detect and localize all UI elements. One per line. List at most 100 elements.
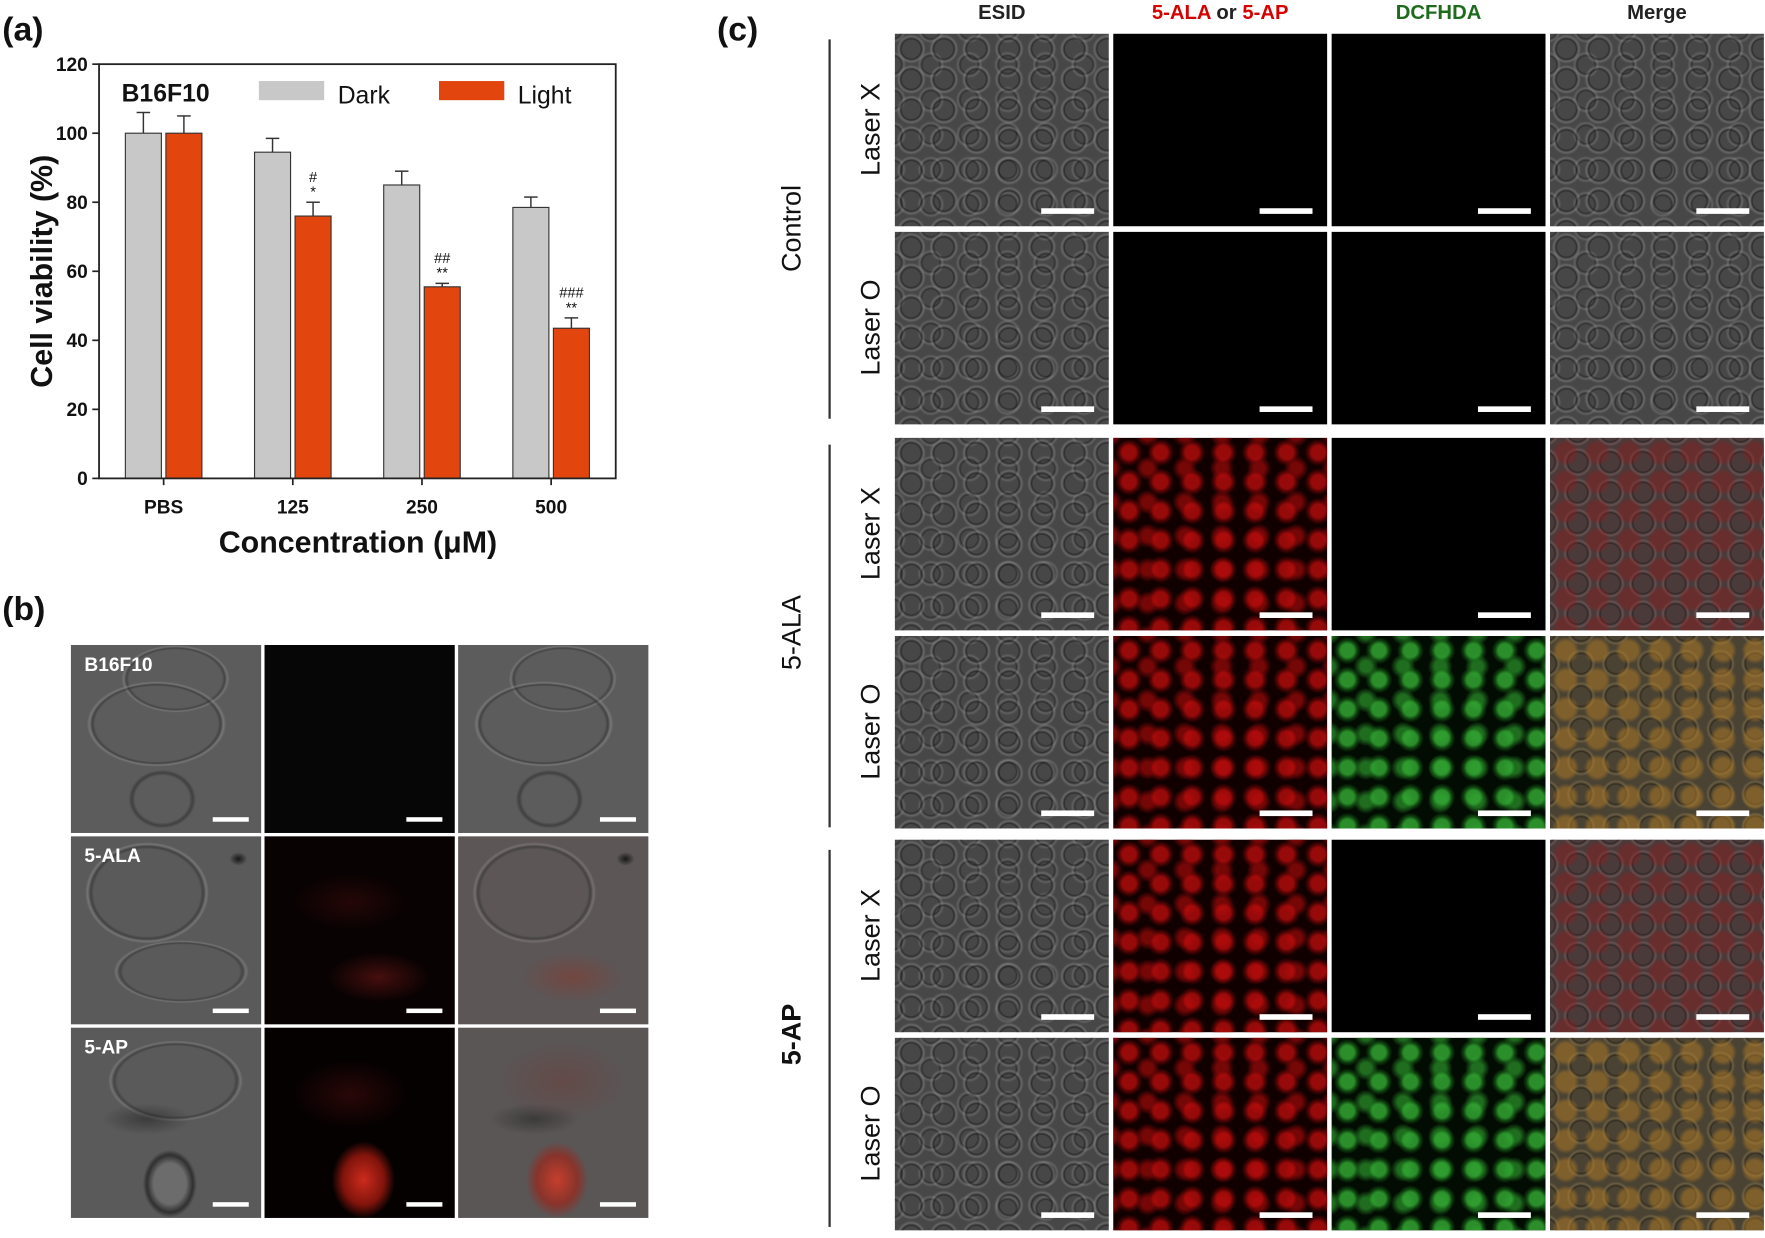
scale-bar [1477,1212,1531,1218]
row-label-control-laser-x: Laser X [856,82,887,177]
column-header-merge: Merge [1627,1,1687,24]
y-tick-label: 0 [77,469,88,490]
bar-dark [383,184,421,479]
y-axis-label: Cell viability (%) [25,155,59,388]
column-header-probe: 5-ALA or 5-AP [1113,1,1327,25]
y-tick-label: 120 [56,55,88,76]
scale-bar [1259,612,1313,618]
row-label-5ap-laser-x: Laser X [856,888,887,982]
scale-bar [1477,612,1531,618]
group-label-control: Control [776,184,808,273]
legend-label-light: Light [518,83,572,110]
micrograph-c-5ap-o-dcfhda [1331,1037,1546,1231]
scale-bar [1477,1014,1531,1020]
micrograph-c-5ap-o-merge [1550,1037,1764,1231]
scale-bar [1041,612,1095,618]
header-probe-5-ap: 5-AP [1242,1,1289,24]
scale-bar [1259,1212,1313,1218]
bar-dark [124,132,162,479]
significance-mark: ## [434,251,451,267]
micrograph-b-b16f10-red [264,644,455,833]
micrograph-c-control-o-esid [894,231,1109,425]
significance-mark: ** [437,266,449,282]
row-label-5-ap: 5-AP [84,1036,129,1059]
bar-dark [253,151,292,479]
scale-bar [599,1202,636,1207]
micrograph-b-5ala-merge [458,836,649,1025]
bar-light [552,327,590,479]
micrograph-c-control-o-dcfhda [1331,231,1546,425]
y-tick-label: 20 [67,400,88,421]
scale-bar [1477,208,1531,214]
scale-bar [1259,406,1313,412]
scale-bar [599,1008,636,1014]
scale-bar [1041,810,1095,817]
micrograph-c-control-o-merge [1550,231,1764,425]
bar-light [165,132,203,479]
micrograph-c-control-x-esid [894,33,1109,227]
scale-bar [212,817,249,822]
micrograph-b-5ap-brightfield: 5-AP [70,1027,262,1218]
y-tick-label: 40 [67,331,88,352]
group-bracket-5-ap [828,849,831,1227]
micrograph-c-5ala-x-esid [894,437,1109,631]
column-header-esid: ESID [978,1,1026,24]
row-label-5-ala: 5-ALA [84,845,141,867]
scale-bar [1041,1014,1095,1020]
bar-light [423,286,461,479]
significance-mark: * [310,185,316,201]
x-tick-label: PBS [144,497,184,518]
x-tick-label: 250 [406,497,438,518]
scale-bar [1696,406,1750,412]
micrograph-c-5ala-o-probe [1113,635,1328,829]
group-bracket-5-ala [828,444,831,828]
scale-bar [406,1008,443,1014]
scale-bar [1696,810,1750,817]
header-probe-or: or [1216,1,1237,24]
micrograph-c-5ap-o-esid [894,1037,1109,1231]
row-label-b16f10: B16F10 [84,653,153,676]
panel-label-a: (a) [2,11,44,49]
micrograph-b-5ala-red [264,836,455,1025]
group-label-5-ala: 5-ALA [776,595,808,671]
x-axis-label: Concentration (μM) [219,526,497,560]
legend-swatch-dark [258,81,325,101]
y-tick-label: 100 [56,124,88,145]
scale-bar [599,817,636,822]
x-tick-label: 500 [535,497,567,518]
row-label-5ala-laser-x: Laser X [856,486,887,581]
scale-bar [1477,406,1531,412]
scale-bar [1477,810,1531,817]
micrograph-c-control-o-probe [1113,231,1328,425]
scale-bar [1696,612,1750,618]
micrograph-b-5ala-brightfield: 5-ALA [70,836,262,1025]
scale-bar [212,1202,249,1207]
bar-dark [512,206,550,479]
scale-bar [212,1008,249,1014]
micrograph-c-control-x-dcfhda [1331,33,1546,227]
significance-mark: ** [566,300,578,316]
panel-label-b: (b) [2,590,46,629]
significance-mark: ### [559,286,584,302]
scale-bar [1041,1212,1095,1218]
scale-bar [1696,1212,1750,1218]
micrograph-c-5ala-o-merge [1550,635,1764,829]
scale-bar [406,1202,443,1207]
legend-label-dark: Dark [338,83,391,110]
scale-bar [1041,208,1095,214]
scale-bar [1696,208,1750,214]
micrograph-c-5ap-x-dcfhda [1331,839,1546,1033]
group-label-5-ap: 5-AP [776,1003,808,1066]
y-tick-label: 80 [67,193,88,214]
y-tick-label: 60 [67,262,88,283]
panel-label-c: (c) [717,11,759,49]
micrograph-c-5ala-o-dcfhda [1331,635,1546,829]
micrograph-b-b16f10-merge [458,644,649,833]
micrograph-c-control-x-merge [1550,33,1764,227]
column-header-dcfhda: DCFHDA [1395,1,1482,24]
row-label-5ala-laser-o: Laser O [856,683,887,780]
row-label-control-laser-o: Laser O [856,279,887,376]
